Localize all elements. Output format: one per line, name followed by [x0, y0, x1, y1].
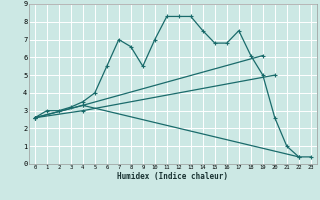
X-axis label: Humidex (Indice chaleur): Humidex (Indice chaleur)	[117, 172, 228, 181]
